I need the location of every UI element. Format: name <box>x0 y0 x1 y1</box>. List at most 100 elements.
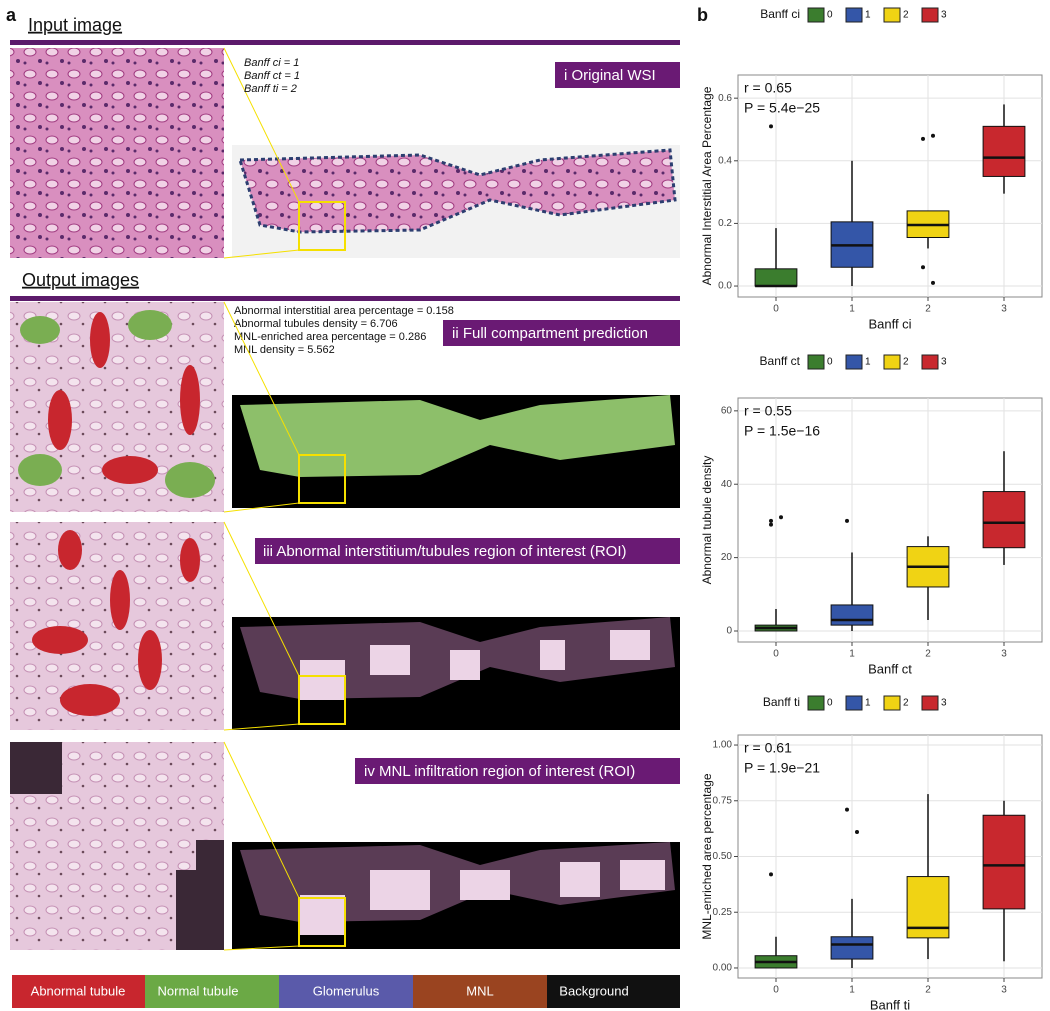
y-tick-label: 0.25 <box>713 907 733 918</box>
y-axis-label: Abnormal tubule density <box>700 456 714 585</box>
legend-label: 2 <box>903 698 909 709</box>
score: Banff ci = 1 <box>244 57 299 69</box>
y-tick-label: 0 <box>726 626 732 637</box>
metric: Abnormal tubules density = 6.706 <box>234 318 398 330</box>
roi-mask <box>10 742 62 794</box>
box <box>982 814 1026 910</box>
box <box>830 604 874 626</box>
section-title: Output images <box>22 270 139 290</box>
segmentation <box>18 310 215 498</box>
legend-title: Banff ti <box>763 695 800 709</box>
outlier <box>779 515 783 520</box>
legend-title: Banff ci <box>760 7 800 21</box>
legend-label: 0 <box>827 357 833 368</box>
x-tick-label: 3 <box>1001 985 1007 996</box>
x-tick-label: 0 <box>773 304 779 315</box>
caption: iii Abnormal interstitium/tubules region… <box>263 543 626 560</box>
outlier <box>931 280 935 285</box>
legend-swatch <box>547 975 680 1008</box>
x-tick-label: 1 <box>849 649 855 660</box>
caption-box <box>443 320 680 346</box>
y-tick-label: 0.4 <box>718 155 732 166</box>
wsi-tissue <box>240 395 675 477</box>
legend-label: 1 <box>865 10 871 21</box>
legend-label: Abnormal tubule <box>31 983 126 998</box>
outlier <box>921 136 925 141</box>
caption: i Original WSI <box>564 67 656 84</box>
y-axis-label: Abnormal Interstitial Area Percentage <box>700 86 714 285</box>
legend-label: Background <box>559 983 628 998</box>
y-tick-label: 40 <box>721 479 733 490</box>
x-tick-label: 2 <box>925 985 931 996</box>
x-tick-label: 2 <box>925 304 931 315</box>
box <box>982 125 1026 177</box>
x-tick-label: 3 <box>1001 304 1007 315</box>
outlier <box>769 124 773 129</box>
legend-swatch <box>12 975 145 1008</box>
legend-swatch <box>845 7 863 23</box>
legend-swatch <box>921 7 939 23</box>
y-tick-label: 0.0 <box>718 281 732 292</box>
annotation: r = 0.61 <box>744 740 792 756</box>
y-tick-label: 60 <box>721 405 733 416</box>
legend-swatch <box>807 354 825 370</box>
metric: MNL density = 5.562 <box>234 344 335 356</box>
wsi-tissue <box>237 148 677 234</box>
annotation: r = 0.55 <box>744 403 792 419</box>
metric: Abnormal interstitial area percentage = … <box>234 305 454 317</box>
x-tick-label: 0 <box>773 649 779 660</box>
input-thumbnail <box>10 48 224 258</box>
legend-label: 1 <box>865 357 871 368</box>
legend-label: 2 <box>903 10 909 21</box>
zoom-box <box>298 201 346 251</box>
legend-swatch <box>883 7 901 23</box>
zoom-line <box>223 741 300 951</box>
outlier <box>769 518 773 523</box>
divider <box>10 40 680 45</box>
segmentation <box>32 530 200 716</box>
legend-label: 1 <box>865 698 871 709</box>
y-tick-label: 0.6 <box>718 93 732 104</box>
caption-box <box>355 758 680 784</box>
zoom-line <box>223 47 300 259</box>
y-tick-label: 1.00 <box>713 740 733 751</box>
box <box>754 268 798 287</box>
y-axis-label: MNL-enriched area percentage <box>700 773 714 939</box>
metric: MNL-enriched area percentage = 0.286 <box>234 331 426 343</box>
legend-swatch <box>807 7 825 23</box>
legend-label: Normal tubule <box>158 983 239 998</box>
legend-label: 3 <box>941 698 947 709</box>
caption: iv MNL infiltration region of interest (… <box>364 763 635 780</box>
caption: ii Full compartment prediction <box>452 325 648 342</box>
roi-tiles <box>300 630 650 700</box>
caption-box <box>555 62 680 88</box>
legend-swatch <box>279 975 413 1008</box>
x-tick-label: 3 <box>1001 649 1007 660</box>
divider <box>10 296 680 301</box>
legend-swatch <box>921 354 939 370</box>
zoom-line <box>223 521 300 731</box>
x-tick-label: 1 <box>849 304 855 315</box>
outlier <box>845 518 849 523</box>
legend-label: 2 <box>903 357 909 368</box>
panel-label: a <box>6 5 17 25</box>
box <box>830 936 874 960</box>
legend-label: Glomerulus <box>313 983 380 998</box>
zoom-box <box>298 675 346 725</box>
outlier <box>769 522 773 527</box>
caption-box <box>255 538 680 564</box>
legend-swatch <box>807 695 825 711</box>
outlier <box>845 807 849 812</box>
panel-label: b <box>697 5 708 25</box>
roi-tiles <box>300 860 665 935</box>
x-tick-label: 0 <box>773 985 779 996</box>
legend-swatch <box>883 695 901 711</box>
outlier <box>931 133 935 138</box>
outlier <box>769 872 773 877</box>
score: Banff ct = 1 <box>244 70 300 82</box>
annotation: r = 0.65 <box>744 80 792 96</box>
roi-mask <box>176 840 224 950</box>
y-tick-label: 0.2 <box>718 218 732 229</box>
legend-swatch <box>413 975 547 1008</box>
